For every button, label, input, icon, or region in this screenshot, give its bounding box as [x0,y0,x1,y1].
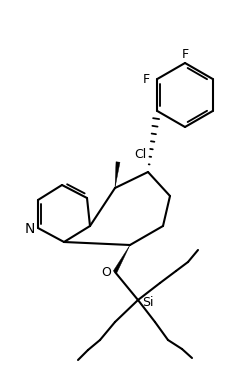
Text: O: O [101,266,111,278]
Text: F: F [143,72,150,85]
Polygon shape [115,162,120,188]
Polygon shape [113,245,130,273]
Text: Si: Si [142,296,154,308]
Text: Cl: Cl [134,147,146,161]
Text: N: N [25,222,35,236]
Text: F: F [182,47,189,60]
